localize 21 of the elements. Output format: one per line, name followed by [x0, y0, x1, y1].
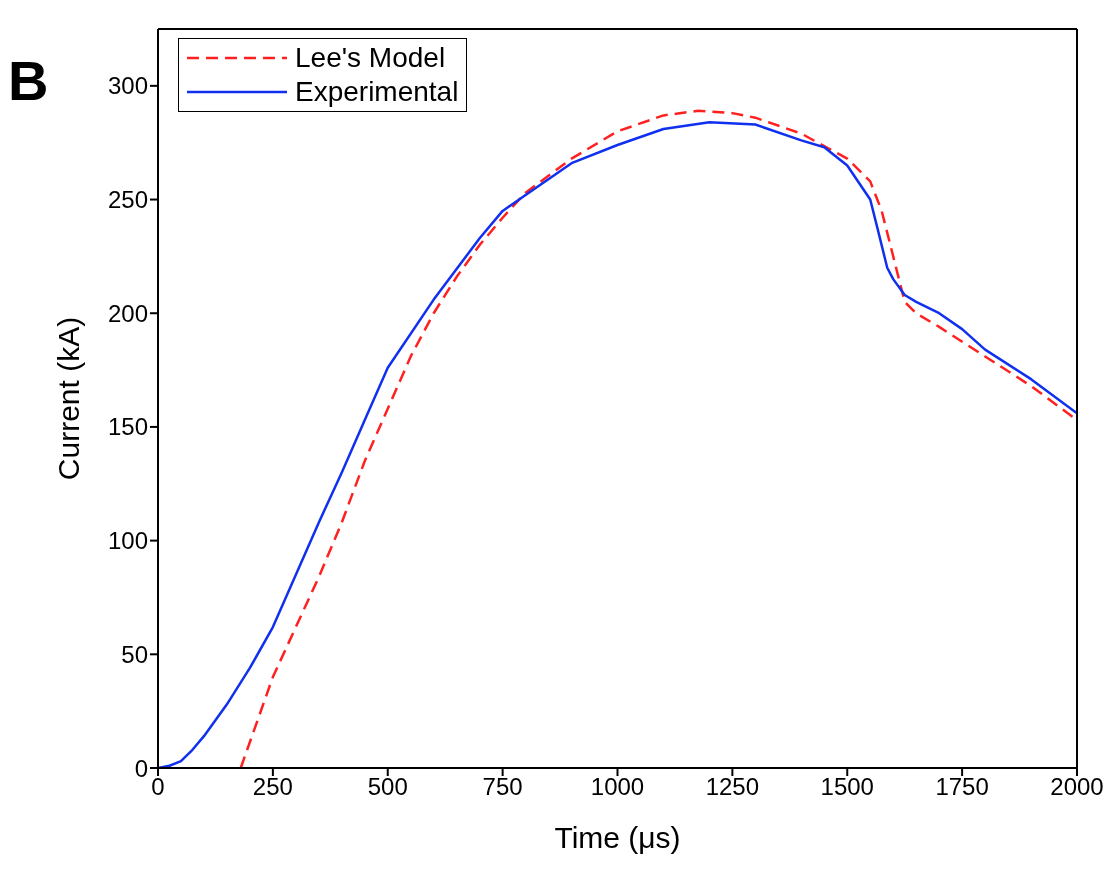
legend-label: Lee's Model	[295, 41, 446, 75]
legend-label: Experimental	[295, 75, 459, 109]
x-tick-label: 750	[482, 773, 523, 801]
y-tick-label: 100	[107, 527, 148, 555]
x-tick-label: 1500	[820, 773, 874, 801]
x-tick-label: 500	[367, 773, 408, 801]
y-tick-label: 200	[107, 299, 148, 327]
x-tick-label: 1750	[935, 773, 989, 801]
y-axis-title: Current (kA)	[51, 316, 85, 481]
x-tick-label: 250	[252, 773, 293, 801]
y-tick-label: 250	[107, 186, 148, 214]
y-tick-label: 0	[134, 754, 148, 782]
x-axis-title: Time (μs)	[554, 821, 681, 854]
x-tick-label: 1000	[590, 773, 645, 801]
x-tick-label: 1250	[705, 773, 760, 801]
text: B	[8, 48, 49, 113]
x-tick-label: 2000	[1050, 773, 1104, 801]
y-tick-label: 150	[107, 413, 148, 441]
x-tick-label: 0	[151, 773, 165, 801]
y-tick-label: 300	[107, 72, 148, 100]
y-tick-label: 50	[121, 640, 148, 668]
